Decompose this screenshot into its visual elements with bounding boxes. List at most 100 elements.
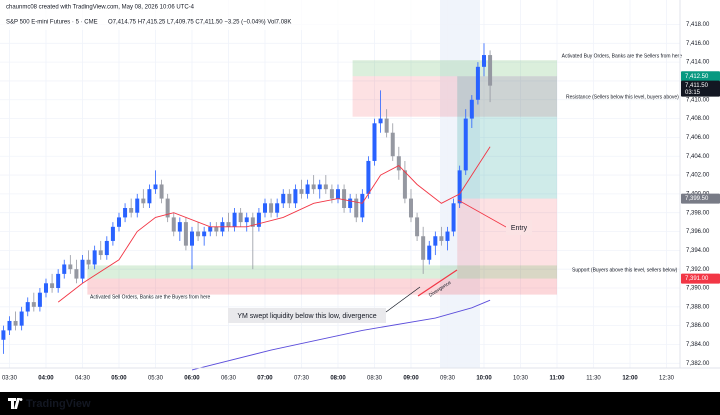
x-tick-label: 11:00 — [549, 376, 565, 382]
candle-body — [165, 198, 170, 218]
candle-body — [62, 264, 67, 274]
y-tick-label: 7,394.00 — [686, 248, 710, 254]
candle-body — [244, 217, 249, 223]
candle-body — [43, 283, 48, 293]
zone — [457, 76, 557, 199]
candle-body — [439, 236, 444, 241]
y-tick-label: 7,416.00 — [686, 41, 710, 47]
candle-body — [196, 231, 201, 237]
logo — [8, 398, 23, 409]
x-tick-label: 05:00 — [111, 376, 127, 382]
candle-body — [25, 302, 30, 312]
y-tick-label: 7,402.00 — [686, 173, 710, 179]
candle-body — [19, 311, 24, 326]
candle-body — [238, 212, 243, 223]
candle-body — [348, 198, 353, 208]
entry-box — [506, 220, 532, 235]
indicator-line — [191, 299, 491, 371]
candle-body — [299, 189, 304, 194]
x-tick-label: 04:30 — [75, 376, 91, 382]
y-tick-label: 7,408.00 — [686, 116, 710, 122]
candle-body — [208, 226, 213, 232]
candle-body — [129, 208, 134, 213]
candle-body — [475, 66, 480, 100]
y-tick-label: 7,390.00 — [686, 286, 710, 292]
zones — [87, 60, 557, 295]
candle-body — [232, 212, 237, 227]
annotation: Support (Buyers above this level, seller… — [572, 267, 678, 273]
candle-body — [457, 170, 462, 204]
annotation: YM swept liquidity below this low, diver… — [237, 313, 376, 320]
x-tick-label: 09:30 — [440, 376, 456, 382]
indicator-line — [57, 146, 491, 303]
candle-body — [408, 198, 413, 218]
candle-body — [226, 222, 231, 227]
x-tick-label: 08:30 — [367, 376, 383, 382]
candle-body — [86, 259, 91, 265]
candle-body — [50, 283, 55, 288]
x-tick-label: 06:30 — [221, 376, 237, 382]
candle-body — [305, 184, 310, 194]
candle-body — [183, 222, 188, 246]
y-tick-label: 7,382.00 — [686, 361, 710, 367]
candle-body — [311, 184, 316, 190]
price-label: 7,399.50 — [685, 196, 709, 202]
x-tick-label: 10:30 — [513, 376, 529, 382]
x-tick-label: 07:30 — [294, 376, 310, 382]
y-tick-label: 7,398.00 — [686, 210, 710, 216]
candle-body — [354, 198, 359, 218]
plot — [1, 43, 493, 371]
candle-body — [275, 203, 280, 213]
annotation: Entry — [511, 225, 528, 232]
candle-body — [329, 189, 334, 199]
price-label-box — [681, 273, 720, 284]
note-arrow — [385, 286, 421, 313]
candle-body — [293, 189, 298, 204]
candle-body — [68, 264, 73, 270]
annotation: Resistance (Sellers below this level, bu… — [566, 94, 679, 100]
candle-body — [202, 231, 207, 237]
candle-body — [469, 99, 474, 119]
candle-body — [445, 231, 450, 241]
price-label-box — [681, 193, 720, 204]
symbol-title: S&P 500 E-mini Futures · 5 · CME — [6, 20, 98, 26]
x-tick-label: 09:00 — [403, 376, 419, 382]
x-tick-label: 08:00 — [330, 376, 346, 382]
price-label-box — [681, 80, 720, 97]
candle-body — [80, 259, 85, 279]
credit: chaunmc08 created with TradingView.com, … — [6, 5, 195, 11]
price-label: 7,412.50 — [685, 74, 709, 80]
candle-body — [104, 240, 109, 256]
annotation: Activated Sell Orders, Banks are the Buy… — [90, 294, 211, 300]
candle-body — [366, 160, 371, 194]
candle-body — [31, 302, 36, 307]
x-tick-label: 04:00 — [38, 376, 54, 382]
axes: 7,382.00 7,384.00 7,386.00 7,388.00 7,390.00… — [2, 22, 720, 382]
candle-body — [421, 236, 426, 260]
candle-body — [323, 184, 328, 190]
candle-body — [92, 250, 97, 265]
candle-body — [378, 118, 383, 124]
candle-body — [159, 184, 164, 199]
x-tick-label: 07:00 — [257, 376, 273, 382]
candle-body — [250, 217, 255, 227]
candle-body — [463, 118, 468, 171]
candle-body — [281, 193, 286, 204]
candle-body — [7, 320, 12, 331]
candle-body — [433, 236, 438, 246]
footer-bar — [0, 392, 720, 415]
candle-body — [317, 184, 322, 190]
price-label-box — [681, 71, 720, 82]
candle-body — [177, 222, 182, 232]
candle-body — [153, 184, 158, 190]
candle-body — [171, 217, 176, 232]
y-tick-label: 7,418.00 — [686, 22, 710, 28]
candle-body — [123, 208, 128, 218]
annotation: Activated Buy Orders, Banks are the Sell… — [562, 53, 683, 59]
candle-body — [74, 269, 79, 279]
candle-body — [384, 118, 389, 133]
candle-body — [342, 189, 347, 208]
y-tick-label: 7,384.00 — [686, 342, 710, 348]
y-tick-label: 7,404.00 — [686, 154, 710, 160]
